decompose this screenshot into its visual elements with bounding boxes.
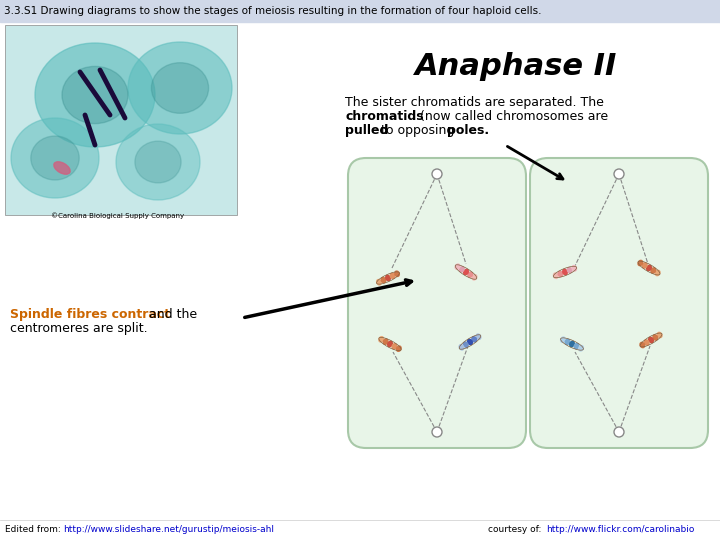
Ellipse shape bbox=[557, 271, 563, 278]
Text: centromeres are split.: centromeres are split. bbox=[10, 322, 148, 335]
Circle shape bbox=[432, 427, 442, 437]
Text: poles.: poles. bbox=[447, 124, 489, 137]
Circle shape bbox=[614, 169, 624, 179]
Ellipse shape bbox=[382, 338, 389, 345]
Text: 3.3.S1 Drawing diagrams to show the stages of meiosis resulting in the formation: 3.3.S1 Drawing diagrams to show the stag… bbox=[4, 6, 541, 16]
Ellipse shape bbox=[380, 276, 387, 284]
Ellipse shape bbox=[560, 336, 566, 343]
Ellipse shape bbox=[128, 42, 232, 134]
Text: ©Carolina Biological Supply Company: ©Carolina Biological Supply Company bbox=[51, 212, 184, 219]
Ellipse shape bbox=[553, 272, 559, 279]
Ellipse shape bbox=[652, 334, 658, 341]
Ellipse shape bbox=[135, 141, 181, 183]
Ellipse shape bbox=[637, 260, 644, 266]
Circle shape bbox=[614, 427, 624, 437]
Ellipse shape bbox=[35, 43, 155, 147]
Ellipse shape bbox=[654, 269, 661, 276]
Ellipse shape bbox=[390, 273, 395, 279]
Ellipse shape bbox=[151, 63, 209, 113]
Text: courtesy of:: courtesy of: bbox=[488, 525, 544, 535]
Text: and the: and the bbox=[145, 308, 197, 321]
Ellipse shape bbox=[459, 266, 465, 273]
Ellipse shape bbox=[387, 341, 393, 347]
Ellipse shape bbox=[644, 339, 649, 346]
Ellipse shape bbox=[564, 339, 570, 345]
Ellipse shape bbox=[392, 343, 397, 350]
Text: (now called chromosomes are: (now called chromosomes are bbox=[416, 110, 608, 123]
Ellipse shape bbox=[62, 66, 128, 124]
Ellipse shape bbox=[562, 268, 568, 275]
Text: Anaphase II: Anaphase II bbox=[415, 52, 617, 81]
Text: Edited from:: Edited from: bbox=[5, 525, 63, 535]
Text: to opposing: to opposing bbox=[377, 124, 459, 137]
Ellipse shape bbox=[31, 136, 79, 180]
Text: The sister chromatids are separated. The: The sister chromatids are separated. The bbox=[345, 96, 604, 109]
Ellipse shape bbox=[642, 262, 648, 269]
Ellipse shape bbox=[459, 344, 464, 350]
Ellipse shape bbox=[569, 341, 575, 347]
Ellipse shape bbox=[657, 332, 662, 339]
Ellipse shape bbox=[650, 267, 657, 274]
Text: pulled: pulled bbox=[345, 124, 388, 137]
Text: http://www.flickr.com/carolinabio: http://www.flickr.com/carolinabio bbox=[546, 525, 694, 535]
Bar bbox=[5, 25, 237, 215]
Ellipse shape bbox=[378, 336, 384, 343]
Ellipse shape bbox=[472, 274, 477, 281]
Text: Spindle fibres contract: Spindle fibres contract bbox=[10, 308, 170, 321]
Ellipse shape bbox=[463, 341, 469, 348]
Ellipse shape bbox=[394, 271, 400, 277]
Ellipse shape bbox=[376, 279, 382, 286]
Ellipse shape bbox=[467, 339, 473, 346]
Ellipse shape bbox=[116, 124, 200, 200]
Ellipse shape bbox=[463, 269, 469, 275]
Ellipse shape bbox=[574, 343, 580, 349]
Ellipse shape bbox=[11, 118, 99, 198]
Ellipse shape bbox=[54, 162, 70, 174]
FancyBboxPatch shape bbox=[530, 158, 708, 448]
Ellipse shape bbox=[567, 267, 572, 274]
FancyBboxPatch shape bbox=[348, 158, 526, 448]
Text: chromatids: chromatids bbox=[345, 110, 423, 123]
Ellipse shape bbox=[475, 333, 482, 340]
Ellipse shape bbox=[471, 336, 477, 343]
Ellipse shape bbox=[467, 271, 473, 278]
Circle shape bbox=[432, 169, 442, 179]
Ellipse shape bbox=[578, 345, 584, 352]
Bar bbox=[0, 0, 720, 22]
Text: http://www.slideshare.net/gurustip/meiosis-ahl: http://www.slideshare.net/gurustip/meios… bbox=[63, 525, 274, 535]
Ellipse shape bbox=[571, 265, 577, 272]
Ellipse shape bbox=[639, 342, 645, 348]
Ellipse shape bbox=[646, 265, 652, 272]
Ellipse shape bbox=[454, 264, 461, 270]
Ellipse shape bbox=[385, 275, 391, 281]
Ellipse shape bbox=[648, 336, 654, 343]
Ellipse shape bbox=[396, 345, 402, 352]
